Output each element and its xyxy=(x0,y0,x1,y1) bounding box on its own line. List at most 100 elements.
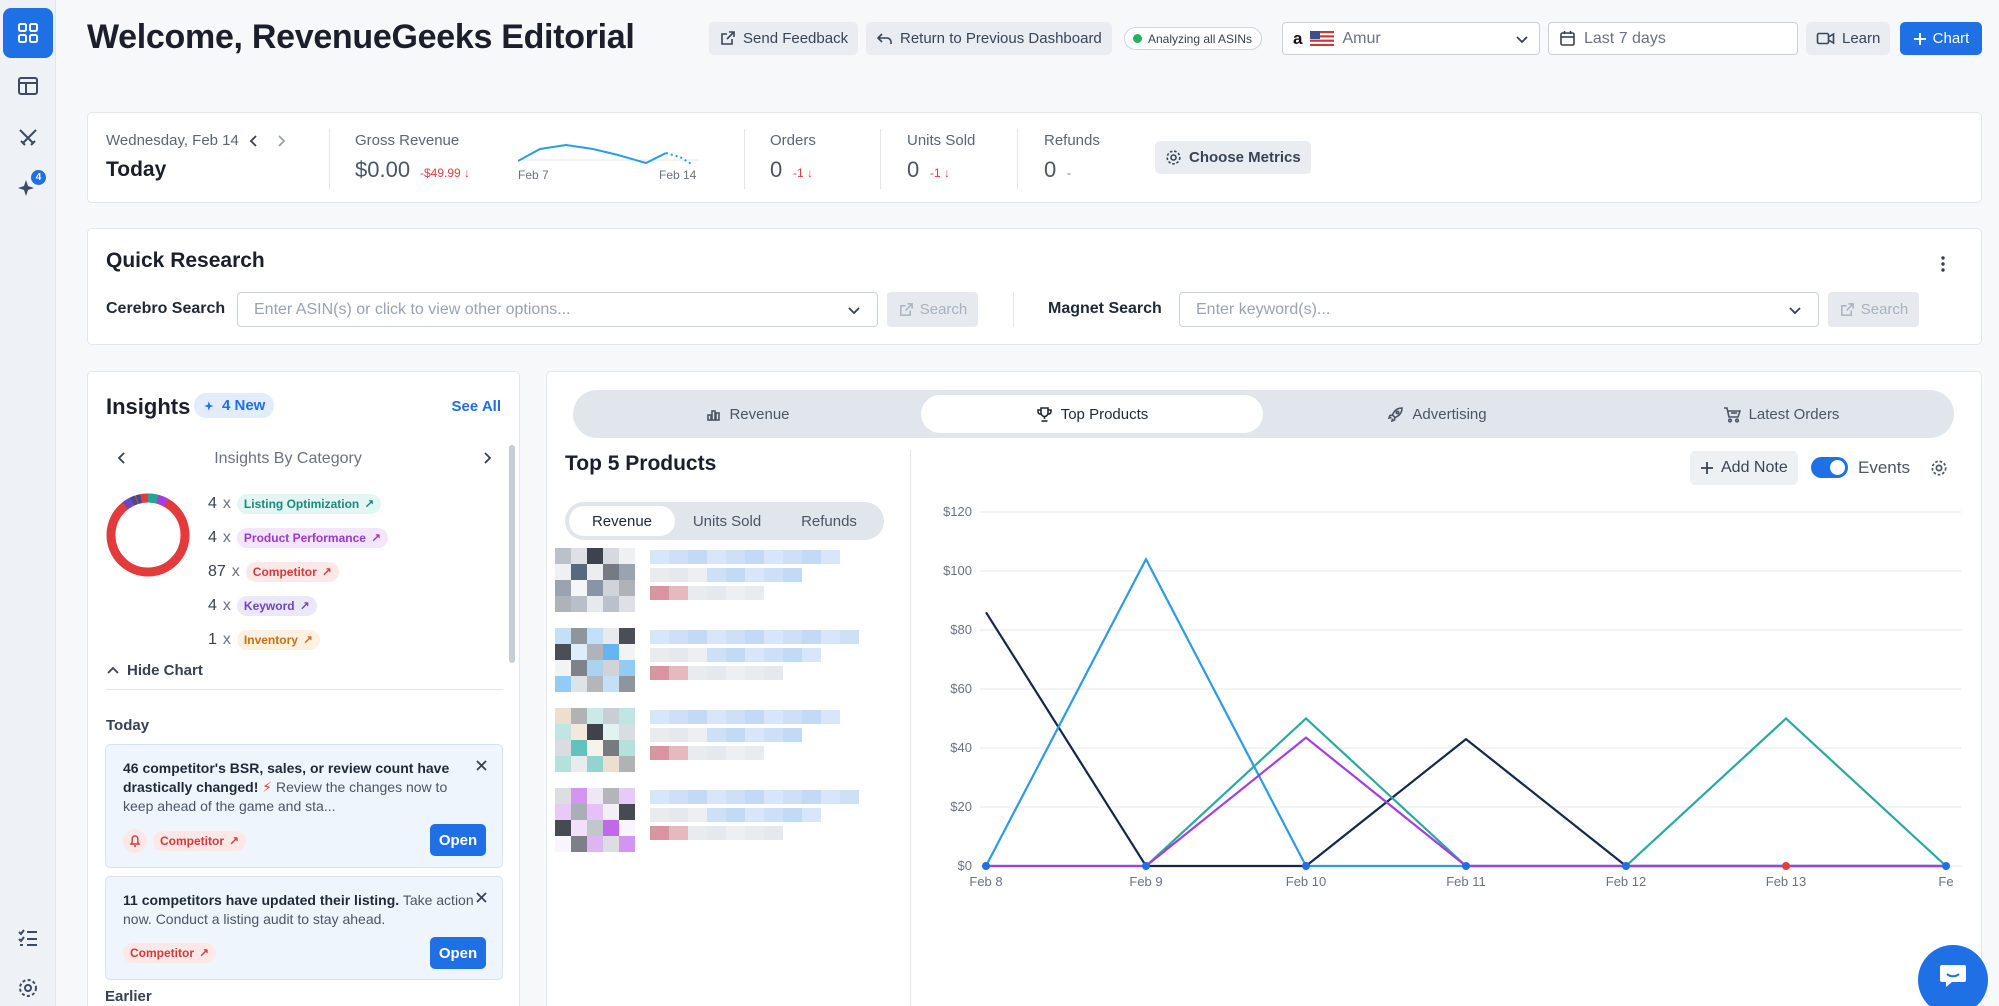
add-note-button[interactable]: Add Note xyxy=(1690,451,1798,485)
tab-top-products[interactable]: Top Products xyxy=(921,395,1263,433)
chat-support-button[interactable] xyxy=(1918,945,1988,1006)
bar-chart-icon xyxy=(707,409,721,421)
open-insight-button[interactable]: Open xyxy=(430,824,486,856)
refunds-delta: - xyxy=(1067,166,1071,180)
event-marker[interactable] xyxy=(1782,862,1790,870)
series-line-2[interactable] xyxy=(985,556,1946,868)
tag-product-performance[interactable]: Product Performance ↗ xyxy=(236,528,389,548)
event-marker[interactable] xyxy=(1462,862,1470,870)
sparkle-nav-icon[interactable]: 4 xyxy=(12,170,46,204)
chevron-right-icon[interactable] xyxy=(275,134,287,148)
cart-icon xyxy=(1723,406,1741,423)
cerebro-search-label: Cerebro Search xyxy=(106,300,226,317)
return-arrow-icon xyxy=(876,33,892,44)
date-range-select[interactable]: Last 7 days xyxy=(1548,22,1798,55)
notice-tag-competitor[interactable]: Competitor ↗ xyxy=(123,943,217,963)
category-row-competitor: 87 x Competitor ↗ xyxy=(208,562,339,582)
trophy-icon xyxy=(1036,406,1052,422)
new-insights-badge[interactable]: 4 New xyxy=(194,393,275,418)
tag-inventory[interactable]: Inventory ↗ xyxy=(236,630,320,650)
send-feedback-label: Send Feedback xyxy=(743,30,849,47)
close-icon[interactable] xyxy=(475,891,488,904)
tab-advertising[interactable]: Advertising xyxy=(1266,395,1608,433)
top-products-line-chart: $0 $20 $40 $60 $80 $100 $120 Feb 8 Feb 9 Feb 10 Fe… xyxy=(943,504,1961,889)
sparkline-end-label: Feb 14 xyxy=(659,168,697,182)
chevron-left-icon[interactable] xyxy=(248,134,260,148)
subtab-refunds[interactable]: Refunds xyxy=(801,512,857,530)
swords-nav-icon[interactable] xyxy=(12,122,44,154)
analyzing-status-pill[interactable]: Analyzing all ASINs xyxy=(1124,27,1263,50)
quick-research-card: Quick Research Cerebro Search Enter ASIN… xyxy=(87,228,1982,345)
add-chart-label: Chart xyxy=(1932,30,1970,47)
page-title: Welcome, RevenueGeeks Editorial xyxy=(87,18,635,56)
see-all-link[interactable]: See All xyxy=(451,398,501,415)
learn-label: Learn xyxy=(1842,30,1881,47)
tag-competitor[interactable]: Competitor ↗ xyxy=(245,562,339,582)
orders-delta: -1 ↓ xyxy=(793,166,814,180)
insights-title: Insights xyxy=(106,394,191,419)
hide-chart-toggle[interactable]: Hide Chart xyxy=(106,662,203,679)
event-marker[interactable] xyxy=(1142,862,1150,870)
y-tick-label: $60 xyxy=(950,681,972,696)
product-row[interactable] xyxy=(555,548,885,612)
notice-tag-competitor[interactable]: Competitor ↗ xyxy=(153,831,247,851)
subtab-revenue[interactable]: Revenue xyxy=(569,506,675,536)
chevron-down-icon xyxy=(1516,35,1528,43)
chat-icon xyxy=(1940,965,1966,987)
settings-nav-icon[interactable] xyxy=(12,972,44,1004)
more-vertical-icon[interactable] xyxy=(1940,255,1946,273)
tab-revenue[interactable]: Revenue xyxy=(578,395,918,433)
event-marker[interactable] xyxy=(1942,862,1950,870)
notification-badge: 4 xyxy=(31,170,46,185)
dashboard-nav-icon[interactable] xyxy=(3,8,53,58)
checklist-nav-icon[interactable] xyxy=(12,922,44,954)
event-marker[interactable] xyxy=(1302,862,1310,870)
open-insight-button[interactable]: Open xyxy=(430,937,486,969)
refunds-label: Refunds xyxy=(1044,132,1100,149)
sidebar: 4 xyxy=(0,0,56,1006)
layout-nav-icon[interactable] xyxy=(12,70,44,102)
magnet-search-input[interactable]: Enter keyword(s)... xyxy=(1179,292,1819,327)
subtab-units-sold[interactable]: Units Sold xyxy=(692,512,762,530)
series-line-3[interactable] xyxy=(986,717,1947,868)
send-feedback-button[interactable]: Send Feedback xyxy=(709,22,859,55)
orders-value: 0 xyxy=(770,157,783,182)
gear-icon xyxy=(1166,150,1181,165)
cerebro-search-input[interactable]: Enter ASIN(s) or click to view other opt… xyxy=(237,292,878,327)
chevron-left-icon[interactable] xyxy=(116,451,128,465)
events-toggle[interactable] xyxy=(1811,457,1848,478)
us-flag-icon xyxy=(1310,31,1335,46)
marketplace-select[interactable]: a Amur xyxy=(1282,22,1540,55)
gear-icon[interactable] xyxy=(1930,459,1948,477)
choose-metrics-button[interactable]: Choose Metrics xyxy=(1155,141,1311,174)
event-marker[interactable] xyxy=(982,862,990,870)
series-line-4[interactable] xyxy=(986,736,1946,868)
series-line-1[interactable] xyxy=(985,611,1946,868)
scrollbar[interactable] xyxy=(509,445,515,663)
tag-listing-optimization[interactable]: Listing Optimization ↗ xyxy=(236,494,382,514)
notice-text: 11 competitors have updated their listin… xyxy=(123,892,474,927)
divider xyxy=(880,129,881,189)
event-marker[interactable] xyxy=(1622,862,1630,870)
plus-icon xyxy=(1701,462,1713,474)
tag-keyword[interactable]: Keyword ↗ xyxy=(236,596,317,616)
choose-metrics-label: Choose Metrics xyxy=(1189,149,1301,166)
chevron-right-icon[interactable] xyxy=(481,451,493,465)
tab-latest-orders[interactable]: Latest Orders xyxy=(1611,395,1951,433)
external-link-icon xyxy=(1840,302,1854,316)
product-row[interactable] xyxy=(555,628,885,692)
magnet-search-button[interactable]: Search xyxy=(1828,292,1919,327)
bell-icon xyxy=(123,829,147,853)
close-icon[interactable] xyxy=(475,759,488,772)
top-products-subtabs: Revenue Units Sold Refunds xyxy=(565,502,884,540)
learn-button[interactable]: Learn xyxy=(1806,22,1891,55)
return-dashboard-button[interactable]: Return to Previous Dashboard xyxy=(866,22,1112,55)
product-row[interactable] xyxy=(555,788,885,852)
add-chart-button[interactable]: Chart xyxy=(1900,22,1982,55)
calendar-icon xyxy=(1560,31,1575,46)
cerebro-search-button[interactable]: Search xyxy=(887,292,978,327)
x-tick-label: Feb 10 xyxy=(1286,874,1326,889)
product-row[interactable] xyxy=(555,708,885,772)
